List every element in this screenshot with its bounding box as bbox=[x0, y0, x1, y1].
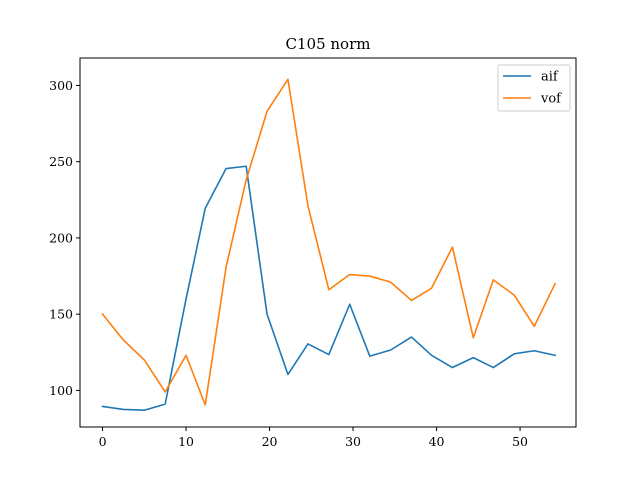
x-tick-label: 30 bbox=[345, 434, 361, 449]
legend-label-aif: aif bbox=[541, 70, 559, 85]
x-tick-label: 20 bbox=[262, 434, 278, 449]
x-tick-label: 10 bbox=[178, 434, 194, 449]
legend: aif vof bbox=[497, 64, 571, 112]
plot-frame bbox=[79, 57, 577, 428]
chart-title: C105 norm bbox=[286, 35, 371, 53]
y-tick-label: 150 bbox=[49, 307, 73, 322]
series-line-aif bbox=[101, 165, 557, 412]
axes-layer: 0 10 20 30 40 50 100 150 200 250 300 bbox=[49, 57, 577, 449]
x-tick-label: 50 bbox=[512, 434, 528, 449]
y-tick-label: 300 bbox=[49, 78, 73, 93]
legend-label-vof: vof bbox=[540, 92, 562, 107]
series-line-vof bbox=[101, 78, 557, 406]
series-layer bbox=[101, 78, 557, 412]
x-tick-label: 40 bbox=[429, 434, 445, 449]
y-tick-label: 200 bbox=[49, 230, 73, 245]
x-tick-label: 0 bbox=[99, 434, 107, 449]
y-tick-label: 250 bbox=[49, 154, 73, 169]
y-tick-label: 100 bbox=[49, 383, 73, 398]
